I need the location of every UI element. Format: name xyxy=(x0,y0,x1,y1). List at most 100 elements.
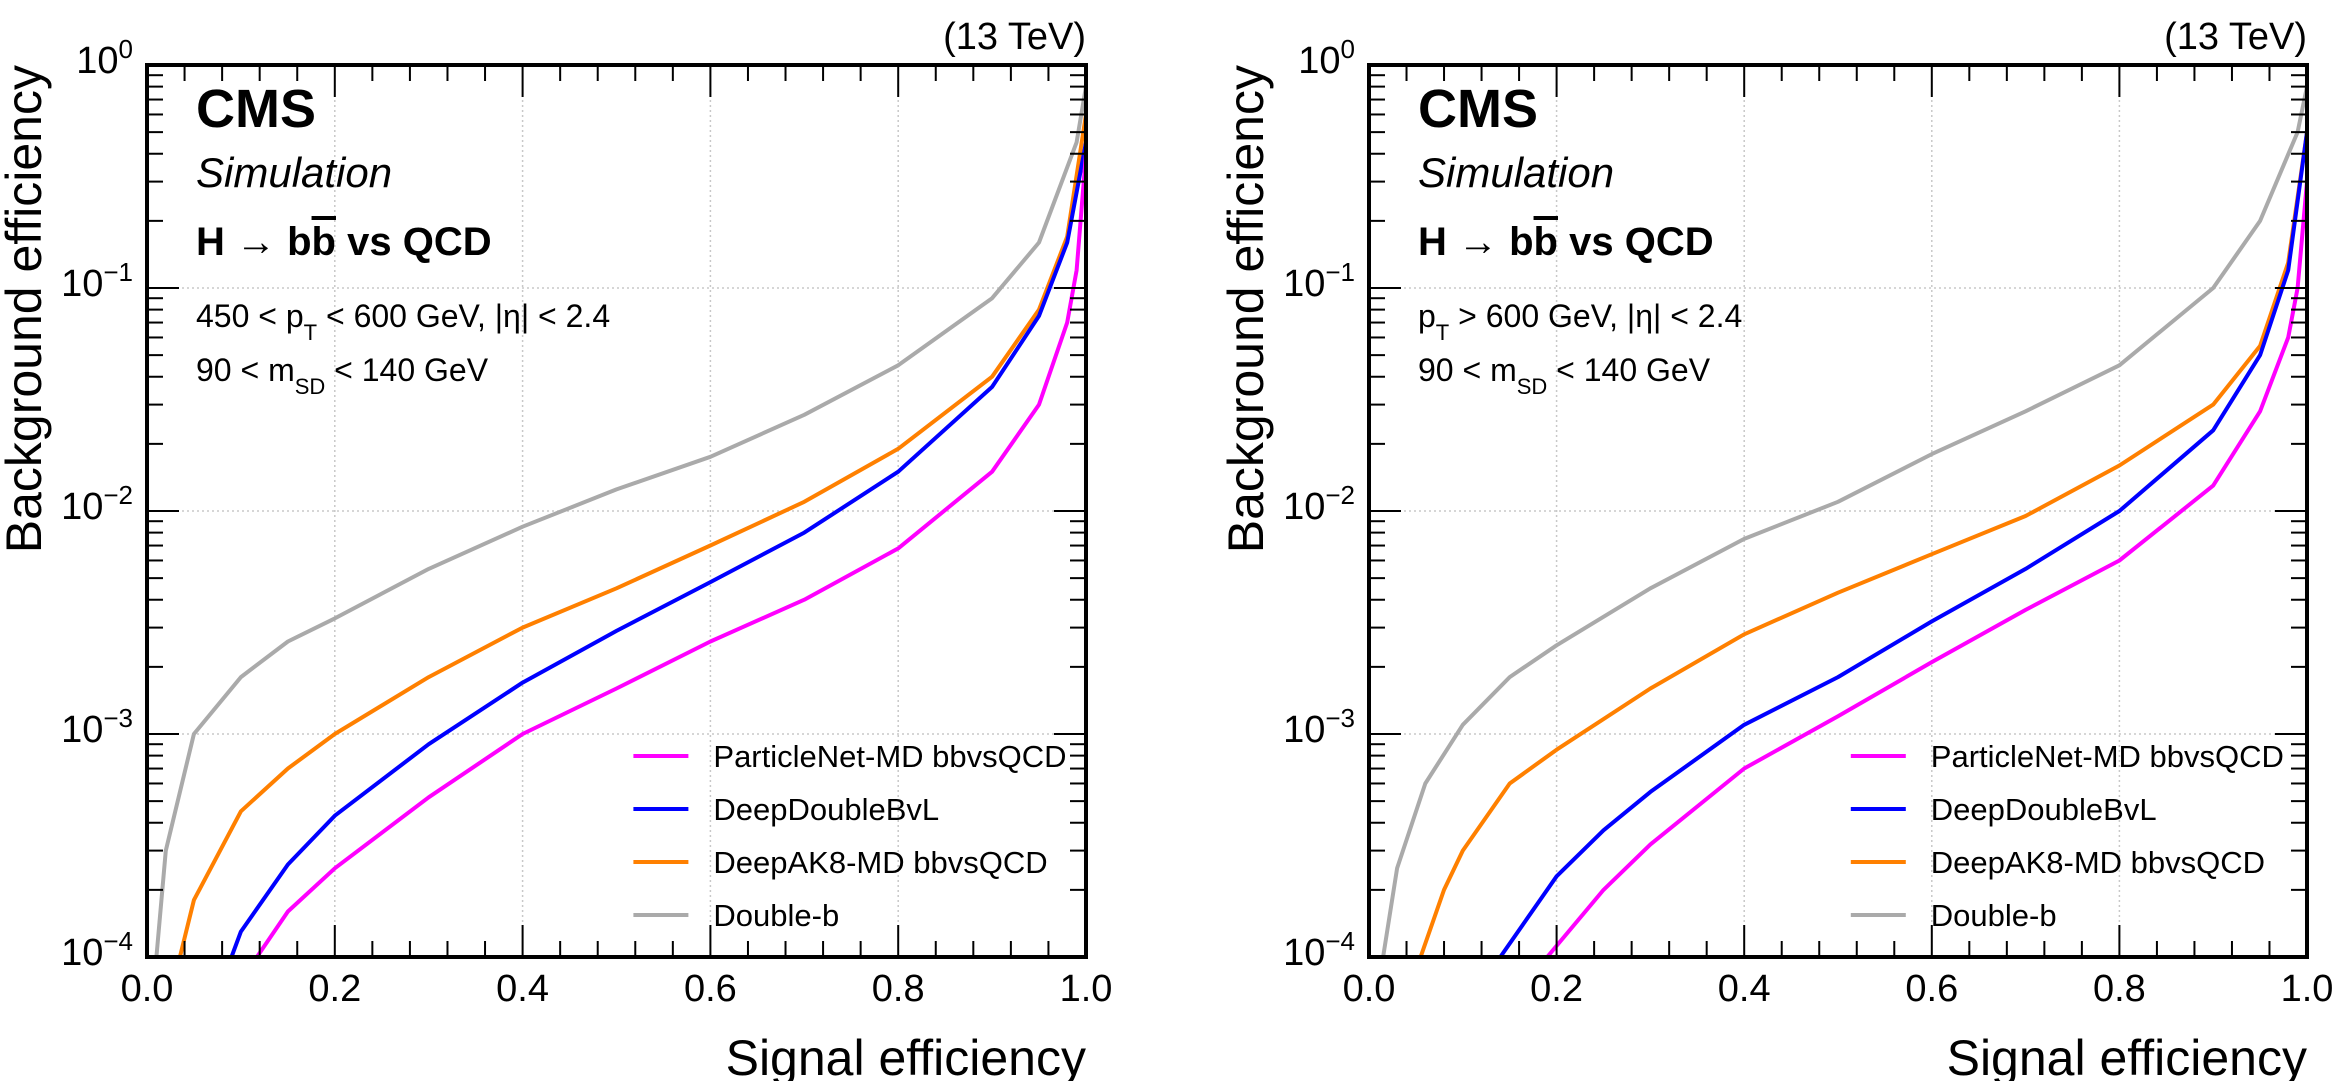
legend-label: ParticleNet-MD bbvsQCD xyxy=(1931,739,2284,774)
curve-deepdoublebvl xyxy=(229,141,1086,957)
y-tick-base: 10 xyxy=(61,709,103,751)
ticks xyxy=(1368,64,2308,958)
y-tick-base: 10 xyxy=(61,263,103,305)
x-tick-label: 1.0 xyxy=(2281,968,2334,1010)
cut-rest: < 140 GeV xyxy=(1547,352,1710,388)
y-axis-title: Background efficiency xyxy=(1218,65,1274,553)
cut-subscript: T xyxy=(304,320,317,345)
legend-item: DeepDoubleBvL xyxy=(1850,792,2157,827)
process-bbar: b xyxy=(1534,220,1558,264)
x-tick-label: 0.2 xyxy=(1530,968,1583,1010)
y-tick-exponent: −4 xyxy=(1325,926,1355,956)
y-tick-base: 10 xyxy=(1283,709,1325,751)
cut-rest: < 600 GeV, |η| < 2.4 xyxy=(317,298,610,334)
simulation-label: Simulation xyxy=(196,149,392,196)
y-tick-base: 10 xyxy=(1298,40,1340,82)
y-tick-exponent: −1 xyxy=(103,257,133,287)
y-tick-exponent: −2 xyxy=(1325,480,1355,510)
y-tick-base: 10 xyxy=(61,486,103,528)
legend-item: ParticleNet-MD bbvsQCD xyxy=(1850,739,2284,774)
cut-text: p xyxy=(1418,298,1436,334)
x-axis-title: Signal efficiency xyxy=(726,1030,1086,1081)
process-bbar: b xyxy=(312,220,336,264)
curves xyxy=(154,86,1086,957)
cut-text: 90 < m xyxy=(196,352,295,388)
ticks xyxy=(146,64,1087,958)
y-axis-title: Background efficiency xyxy=(0,65,52,553)
y-tick-base: 10 xyxy=(1283,263,1325,305)
cut-subscript: T xyxy=(1436,320,1449,345)
y-tick-label: 10−3 xyxy=(61,703,133,751)
x-tick-label: 0.8 xyxy=(2093,968,2146,1010)
y-tick-label: 10−4 xyxy=(1283,926,1355,974)
legend-label: Double-b xyxy=(713,898,839,933)
cut-text: 450 < p xyxy=(196,298,304,334)
process-prefix: H → b xyxy=(1418,220,1534,264)
y-tick-exponent: −2 xyxy=(103,480,133,510)
cms-label: CMS xyxy=(196,79,316,139)
curves xyxy=(1381,86,2307,957)
y-tick-label: 10−1 xyxy=(1283,257,1355,305)
y-tick-exponent: 0 xyxy=(1341,34,1355,64)
curve-particlenet-md-bbvsqcd xyxy=(1545,181,2307,957)
curve-deepdoublebvl xyxy=(1498,131,2307,957)
process-suffix: vs QCD xyxy=(336,220,492,264)
curve-double-b xyxy=(1381,86,2307,957)
y-tick-base: 10 xyxy=(1283,486,1325,528)
cut-label: 450 < pT < 600 GeV, |η| < 2.4 xyxy=(196,298,610,345)
process-label: H → bb vs QCD xyxy=(1418,220,1714,264)
x-tick-label: 0.6 xyxy=(1905,968,1958,1010)
cms-label: CMS xyxy=(1418,79,1538,139)
x-tick-label: 1.0 xyxy=(1060,968,1113,1010)
cut-subscript: SD xyxy=(295,374,326,399)
legend-label: DeepAK8-MD bbvsQCD xyxy=(1931,845,2265,880)
process-prefix: H → b xyxy=(196,220,312,264)
y-tick-label: 10−2 xyxy=(1283,480,1355,528)
y-tick-label: 10−4 xyxy=(61,926,133,974)
cut-rest: < 140 GeV xyxy=(325,352,488,388)
legend-item: Double-b xyxy=(1850,898,2057,933)
process-label: H → bb vs QCD xyxy=(196,220,492,264)
y-tick-label: 10−3 xyxy=(1283,703,1355,751)
legend: ParticleNet-MD bbvsQCD DeepDoubleBvL DeepA… xyxy=(633,739,1067,933)
legend-label: DeepAK8-MD bbvsQCD xyxy=(713,845,1047,880)
legend-item: DeepDoubleBvL xyxy=(633,792,939,827)
x-tick-label: 0.2 xyxy=(308,968,361,1010)
y-tick-base: 10 xyxy=(76,40,118,82)
y-tick-label: 10−2 xyxy=(61,480,133,528)
legend-label: ParticleNet-MD bbvsQCD xyxy=(713,739,1066,774)
grid xyxy=(1369,65,2307,957)
process-suffix: vs QCD xyxy=(1558,220,1714,264)
roc-panel-2: 0.0 0.2 0.4 0.6 0.8 1.010010−110−210−310−4Sig… xyxy=(1218,16,2333,1081)
cut-subscript: SD xyxy=(1517,374,1548,399)
x-tick-label: 0.0 xyxy=(121,968,174,1010)
y-tick-base: 10 xyxy=(61,932,103,974)
y-tick-exponent: −3 xyxy=(103,703,133,733)
x-tick-label: 0.8 xyxy=(872,968,925,1010)
legend-item: Double-b xyxy=(633,898,839,933)
legend-label: DeepDoubleBvL xyxy=(1931,792,2157,827)
legend-label: DeepDoubleBvL xyxy=(713,792,939,827)
energy-label: (13 TeV) xyxy=(2164,16,2307,58)
cut-label: pT > 600 GeV, |η| < 2.4 xyxy=(1418,298,1742,345)
cut-label: 90 < mSD < 140 GeV xyxy=(1418,352,1711,399)
y-tick-label: 100 xyxy=(1298,34,1355,82)
curve-deepak8-md-bbvsqcd xyxy=(177,114,1086,957)
simulation-label: Simulation xyxy=(1418,149,1614,196)
x-tick-label: 0.6 xyxy=(684,968,737,1010)
energy-label: (13 TeV) xyxy=(943,16,1086,58)
curve-deepak8-md-bbvsqcd xyxy=(1418,131,2307,957)
legend-label: Double-b xyxy=(1931,898,2057,933)
y-tick-label: 10−1 xyxy=(61,257,133,305)
cut-rest: > 600 GeV, |η| < 2.4 xyxy=(1449,298,1742,334)
y-tick-label: 100 xyxy=(76,34,133,82)
x-tick-label: 0.0 xyxy=(1343,968,1396,1010)
y-tick-exponent: −3 xyxy=(1325,703,1355,733)
y-tick-exponent: −1 xyxy=(1325,257,1355,287)
cut-label: 90 < mSD < 140 GeV xyxy=(196,352,489,399)
legend-item: ParticleNet-MD bbvsQCD xyxy=(633,739,1067,774)
cut-text: 90 < m xyxy=(1418,352,1517,388)
y-tick-base: 10 xyxy=(1283,932,1325,974)
legend-item: DeepAK8-MD bbvsQCD xyxy=(1850,845,2265,880)
